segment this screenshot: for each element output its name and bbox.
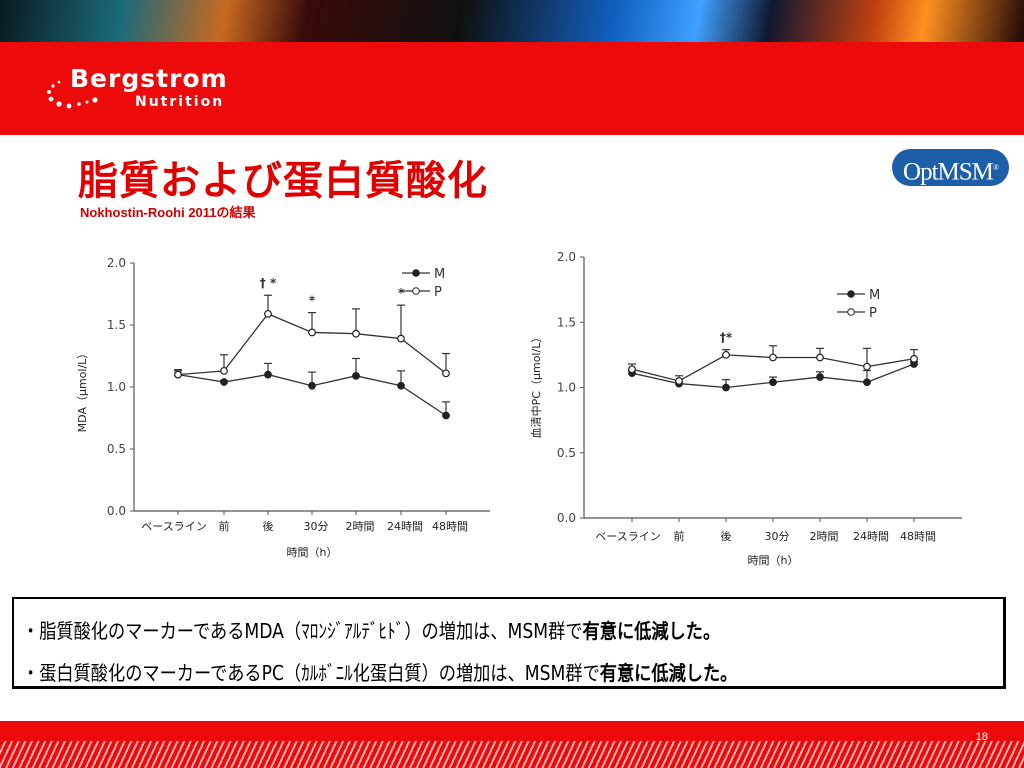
footer-stripes <box>0 741 1024 768</box>
data-point-P <box>308 328 316 337</box>
header-photo-strip <box>0 0 1024 42</box>
y-tick-label: 1.0 <box>107 380 126 394</box>
y-tick-label: 1.5 <box>107 318 126 332</box>
data-point-M <box>769 378 777 387</box>
data-point-P <box>220 366 228 375</box>
summary-line-1-text: ・脂質酸化のマーカーであるMDA（ﾏﾛﾝｼﾞｱﾙﾃﾞﾋﾄﾞ）の増加は、MSM群で <box>22 619 583 643</box>
optmsm-logo: OptMSM® <box>892 149 1009 186</box>
x-tick-label: 24時間 <box>853 530 889 543</box>
footer-band <box>0 721 1024 741</box>
x-axis-title: 時間（h） <box>748 554 799 567</box>
data-point-M <box>722 383 730 392</box>
optmsm-logo-text: OptMSM <box>903 158 994 186</box>
y-tick-label: 0.5 <box>107 442 126 456</box>
x-tick-label: 2時間 <box>346 520 375 533</box>
data-point-P <box>769 353 777 362</box>
x-tick-label: 48時間 <box>432 520 468 533</box>
brand-sub: Nutrition <box>135 94 225 110</box>
data-point-P <box>863 362 871 371</box>
summary-box: ・脂質酸化のマーカーであるMDA（ﾏﾛﾝｼﾞｱﾙﾃﾞﾋﾄﾞ）の増加は、MSM群で… <box>12 597 1006 689</box>
legend-marker-P <box>412 287 420 295</box>
brand-name: Bergstrom <box>70 64 228 93</box>
x-tick-label: 2時間 <box>810 530 839 543</box>
legend-label-M: M <box>434 267 445 282</box>
legend-label-M: M <box>869 288 880 303</box>
data-point-P <box>910 354 918 363</box>
data-point-P <box>628 365 636 374</box>
registered-mark: ® <box>992 163 999 172</box>
significance-marker: † * <box>260 276 277 290</box>
data-point-M <box>863 378 871 387</box>
data-point-P <box>442 369 450 378</box>
page-title: 脂質および蛋白質酸化 <box>78 158 488 204</box>
data-point-M <box>816 373 824 381</box>
legend-label-P: P <box>434 285 442 300</box>
x-tick-label: 30分 <box>765 530 790 543</box>
significance-marker: * <box>398 286 405 300</box>
data-point-P <box>397 334 405 343</box>
data-point-P <box>816 353 824 362</box>
data-point-M <box>220 378 228 386</box>
x-tick-label: ベースライン <box>141 520 206 533</box>
y-tick-label: 0.0 <box>107 504 126 518</box>
legend-marker-M <box>412 269 420 277</box>
significance-marker: * <box>309 294 316 308</box>
summary-line-2-emphasis: 有意に低減した。 <box>599 661 738 685</box>
data-point-P <box>174 370 182 379</box>
page-number: 18 <box>975 731 988 743</box>
summary-line-2: ・蛋白質酸化のマーカーであるPC（ｶﾙﾎﾞﾆﾙ化蛋白質）の増加は、MSM群で有意… <box>22 657 737 686</box>
x-tick-label: 48時間 <box>900 530 936 543</box>
data-point-M <box>352 371 360 380</box>
summary-line-2-text: ・蛋白質酸化のマーカーであるPC（ｶﾙﾎﾞﾆﾙ化蛋白質）の増加は、MSM群で <box>22 661 600 685</box>
data-point-P <box>264 309 272 318</box>
legend-marker-M <box>847 290 855 298</box>
x-tick-label: 30分 <box>304 520 329 533</box>
page-subtitle: Nokhostin-Roohi 2011の結果 <box>80 205 256 220</box>
x-axis-title: 時間（h） <box>287 546 338 559</box>
x-tick-label: 後 <box>263 519 274 533</box>
y-tick-label: 0.5 <box>557 446 576 460</box>
y-axis-title: MDA（μmol/L） <box>76 348 89 433</box>
y-tick-label: 1.5 <box>557 315 576 329</box>
y-tick-label: 2.0 <box>557 250 576 264</box>
x-tick-label: 前 <box>219 519 230 533</box>
legend-label-P: P <box>869 306 877 321</box>
x-tick-label: 前 <box>674 529 685 543</box>
y-tick-label: 2.0 <box>107 256 126 270</box>
x-tick-label: 24時間 <box>387 520 423 533</box>
data-point-M <box>442 411 450 420</box>
legend-marker-P <box>847 308 855 316</box>
significance-marker: †* <box>720 331 733 345</box>
data-point-M <box>264 370 272 379</box>
data-point-P <box>675 377 683 385</box>
data-point-P <box>722 350 730 359</box>
summary-line-1-emphasis: 有意に低減した。 <box>582 619 721 643</box>
data-point-M <box>308 381 316 390</box>
summary-line-1: ・脂質酸化のマーカーであるMDA（ﾏﾛﾝｼﾞｱﾙﾃﾞﾋﾄﾞ）の増加は、MSM群で… <box>22 615 720 644</box>
y-tick-label: 1.0 <box>557 381 576 395</box>
y-tick-label: 0.0 <box>557 511 576 525</box>
header-band <box>0 42 1024 135</box>
x-tick-label: ベースライン <box>595 530 660 543</box>
data-point-P <box>352 329 360 338</box>
data-point-M <box>397 381 405 390</box>
logo-dots-icon <box>47 80 98 109</box>
x-tick-label: 後 <box>721 529 732 543</box>
y-axis-title: 血清中PC（μmol/L） <box>529 332 543 439</box>
